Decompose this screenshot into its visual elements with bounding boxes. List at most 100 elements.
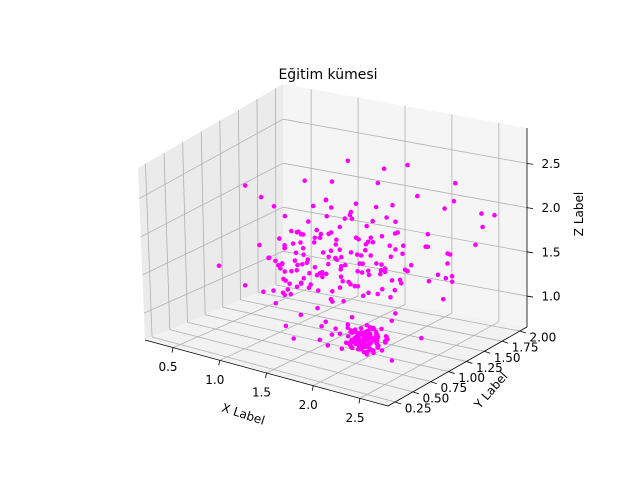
data-point [320,250,326,255]
data-point [330,289,335,294]
y-grid-line [187,321,431,383]
data-point [375,345,381,350]
data-point [360,261,366,267]
y-tick-label: 1.25 [476,361,503,375]
x-tick [218,360,221,366]
y-grid-line [240,299,485,352]
data-point [382,269,388,275]
data-point [363,242,369,247]
data-point [408,262,414,268]
data-point [365,328,371,334]
data-point [374,261,379,266]
data-point [271,288,276,293]
y-tick [519,330,526,334]
data-point [473,242,478,248]
data-point [453,180,458,186]
y-grid-line [237,109,241,300]
data-point [294,268,300,273]
data-point [392,287,398,293]
data-point [379,262,384,267]
data-point [216,263,222,269]
data-point [445,261,450,266]
data-point [354,252,360,257]
data-point [400,251,405,257]
y-tick-label: 0.50 [423,391,450,405]
data-point [278,266,283,271]
data-point [449,279,455,285]
data-point [287,281,292,287]
data-point [435,272,441,278]
data-point [339,254,344,260]
data-point [368,340,373,346]
data-points [216,158,497,363]
data-point [334,237,339,243]
y-grid-line [169,329,414,393]
data-point [387,243,393,248]
data-point [363,247,368,253]
x-grid-line [219,295,359,361]
x-tick [358,398,361,404]
data-point [349,315,355,320]
data-point [317,337,323,343]
data-point [425,231,431,237]
data-point [293,250,299,256]
data-point [282,245,287,251]
z-grid-line [143,250,284,314]
data-point [328,248,334,253]
data-point [356,237,361,242]
y-tick [430,381,437,385]
data-point [326,231,332,237]
data-point [257,242,262,248]
data-point [306,285,312,291]
y-grid-line [205,314,449,372]
data-point [480,224,485,230]
data-point [319,324,324,329]
data-point [289,228,294,234]
data-point [389,278,395,283]
data-point [389,358,395,363]
data-point [323,197,329,202]
data-point [370,218,376,224]
data-point [273,258,278,264]
data-point [379,326,384,332]
data-point [300,262,305,267]
data-point [393,311,398,316]
y-grid-line [219,120,224,308]
z-tick-label: 2.5 [541,157,560,171]
data-point [283,278,288,283]
z-grid-line [282,162,528,208]
z-tick [526,207,534,209]
data-point [359,270,365,275]
data-point [291,336,297,341]
data-point [296,229,301,234]
z-grid-line [142,206,284,276]
data-point [364,335,370,340]
left-pane [138,84,283,340]
x-axis-label: X Label [220,401,267,428]
data-point [353,201,359,206]
data-point [312,235,318,241]
data-point [298,312,304,318]
data-point [304,260,310,266]
data-point [365,268,371,274]
x-grid-line [266,304,406,374]
data-point [405,162,410,168]
z-tick [526,162,534,165]
data-point [425,244,431,250]
data-point [382,266,388,271]
data-point [358,253,364,258]
data-point [442,206,447,211]
data-point [302,178,308,183]
data-point [370,348,376,353]
y-axis-line [387,326,528,407]
y-grid-line [182,142,188,323]
data-point [242,283,248,288]
data-point [371,338,377,343]
data-point [261,289,266,295]
data-point [328,205,334,210]
data-point [364,352,370,357]
data-point [405,268,410,274]
data-point [290,241,296,246]
x-tick-label: 0.5 [158,360,177,374]
data-point [349,216,355,221]
